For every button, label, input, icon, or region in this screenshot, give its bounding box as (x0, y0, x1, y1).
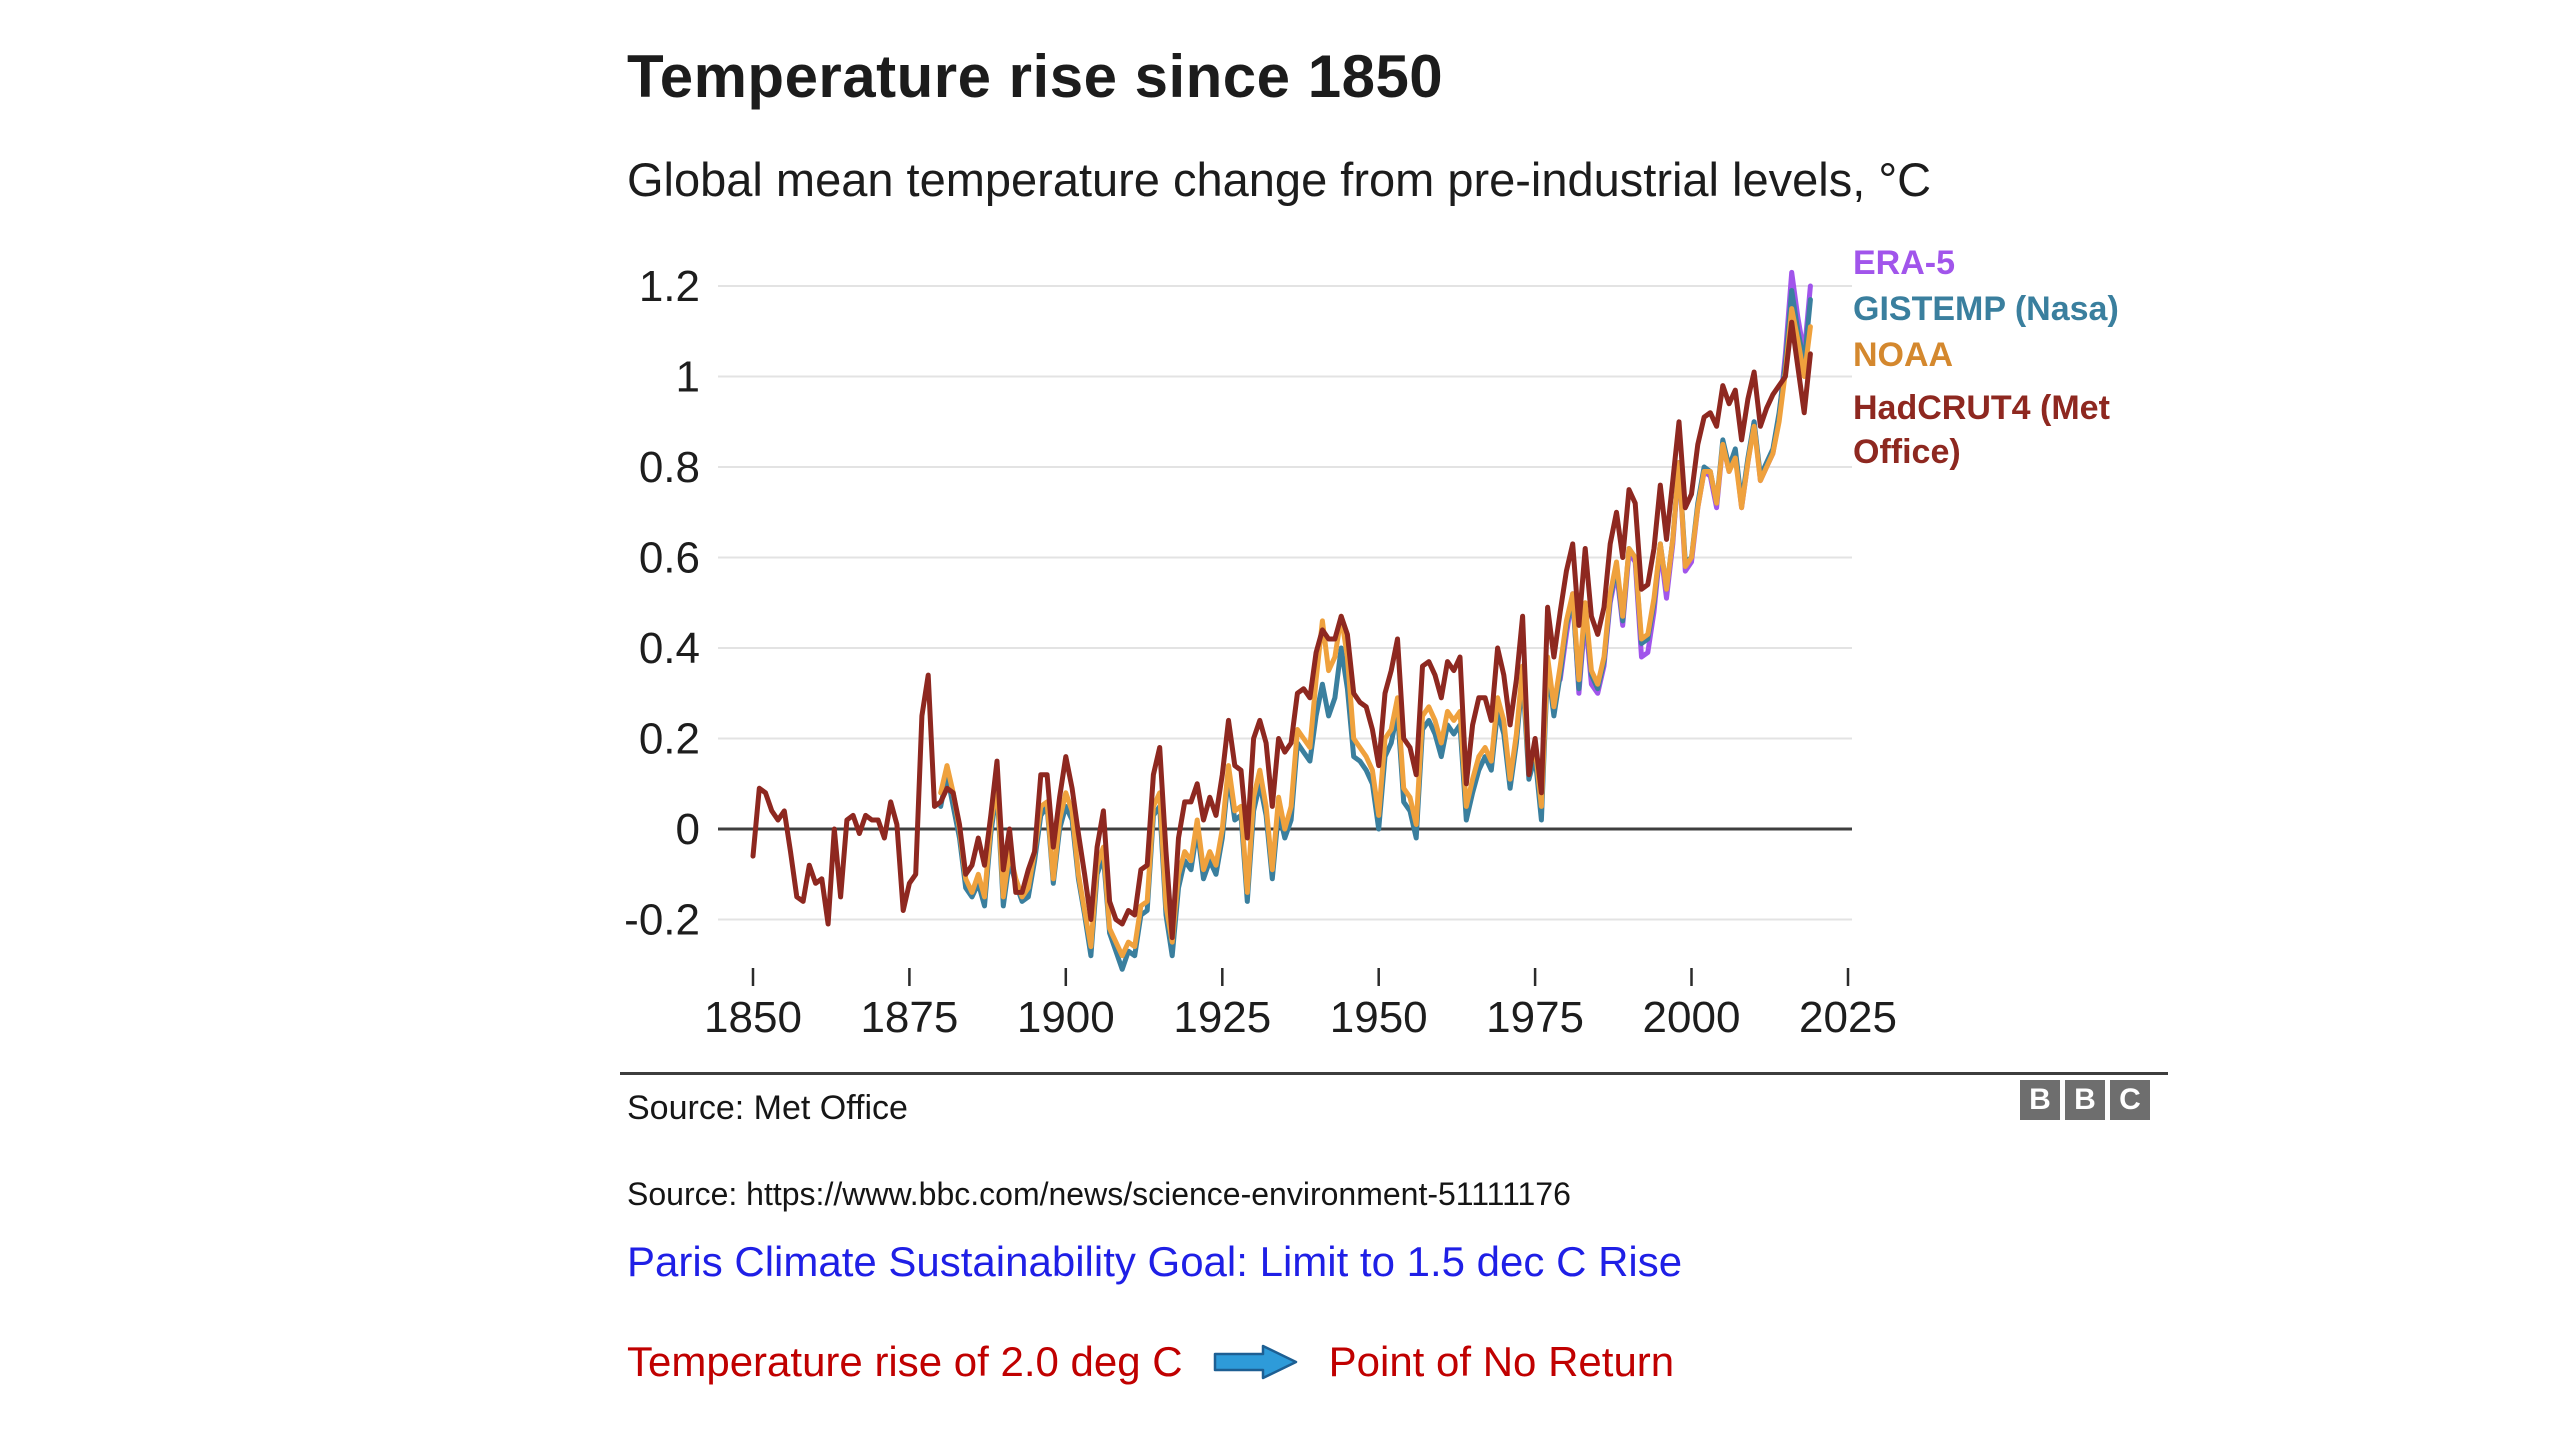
svg-text:1.2: 1.2 (639, 262, 700, 311)
svg-text:2000: 2000 (1643, 993, 1741, 1042)
warning-row: Temperature rise of 2.0 deg C Point of N… (627, 1338, 1674, 1386)
bbc-logo-letter: B (2065, 1080, 2105, 1120)
svg-text:0.4: 0.4 (639, 624, 700, 673)
legend-item: GISTEMP (Nasa) (1853, 290, 2119, 328)
legend-item: NOAA (1853, 336, 1954, 374)
svg-text:-0.2: -0.2 (624, 896, 700, 945)
svg-text:1950: 1950 (1330, 993, 1428, 1042)
warning-text-before: Temperature rise of 2.0 deg C (627, 1338, 1183, 1385)
svg-text:1850: 1850 (704, 993, 802, 1042)
legend-item: HadCRUT4 (Met Office) (1853, 389, 2110, 471)
svg-text:0.6: 0.6 (639, 534, 700, 583)
warning-text-after: Point of No Return (1328, 1338, 1675, 1385)
svg-text:1975: 1975 (1486, 993, 1584, 1042)
legend-item: ERA-5 (1853, 244, 1956, 282)
svg-text:0.8: 0.8 (639, 443, 700, 492)
chart-source-label: Source: Met Office (627, 1089, 908, 1127)
chart-subtitle: Global mean temperature change from pre-… (627, 153, 1932, 206)
chart-legend: ERA-5 GISTEMP (Nasa) NOAA HadCRUT4 (Met Off… (1853, 240, 2163, 474)
footer-divider (620, 1072, 2168, 1075)
plot-area: 1850 1875 1900 1925 1950 1975 2000 2025 -0.2 0 0.2… (624, 262, 1897, 1042)
bbc-logo-letter: B (2020, 1080, 2060, 1120)
right-block-arrow-icon (1213, 1344, 1297, 1380)
svg-text:1875: 1875 (860, 993, 958, 1042)
paris-goal-text: Paris Climate Sustainability Goal: Limit… (627, 1238, 1683, 1285)
svg-text:1925: 1925 (1173, 993, 1271, 1042)
svg-text:0.2: 0.2 (639, 715, 700, 764)
svg-text:0: 0 (676, 805, 700, 854)
source-url-text: Source: https://www.bbc.com/news/science… (627, 1176, 1571, 1212)
svg-text:2025: 2025 (1799, 993, 1897, 1042)
chart-title: Temperature rise since 1850 (627, 43, 1444, 110)
bbc-logo-letter: C (2110, 1080, 2150, 1120)
svg-text:1: 1 (676, 353, 700, 402)
svg-text:1900: 1900 (1017, 993, 1115, 1042)
